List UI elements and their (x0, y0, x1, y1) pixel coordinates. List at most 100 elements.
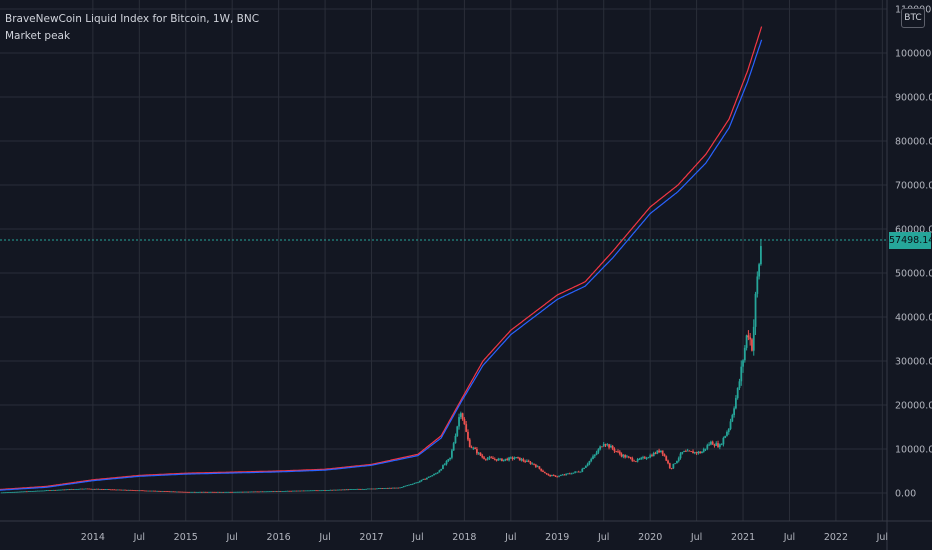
candle-body (465, 424, 468, 432)
price-axis[interactable]: 0.00 10000.00 20000.00 30000.00 40000.00 5000… (886, 0, 932, 550)
candle-body (479, 452, 482, 456)
candle-body (363, 489, 366, 490)
candle-body (115, 489, 117, 491)
candle-body (613, 448, 616, 452)
candle-body (81, 488, 84, 490)
time-axis[interactable]: 2014 Jul 2015 Jul 2016 Jul 2017 Jul 2018 Jul 2019 J… (0, 520, 932, 543)
candle-body (554, 475, 557, 477)
x-tick-label: 2018 (452, 532, 476, 543)
candle-body (374, 488, 376, 490)
candle-body (686, 450, 689, 452)
candle-body (526, 460, 528, 462)
candle-body (497, 458, 500, 461)
candle-body (24, 491, 26, 493)
candle-body (697, 451, 700, 454)
candle-body (147, 490, 150, 492)
candle-body (708, 444, 710, 446)
candle-body (747, 335, 750, 338)
candle-body (163, 491, 166, 492)
candle-body (302, 490, 305, 492)
candle-body (52, 489, 55, 491)
candle-body (384, 487, 387, 489)
candle-body (754, 293, 757, 327)
candle-body (318, 490, 321, 492)
candle-body (611, 445, 614, 449)
candle-body (572, 472, 575, 474)
candle-body (338, 489, 341, 491)
candle-body (597, 449, 600, 453)
candle-body (499, 458, 502, 460)
candle-body (504, 458, 507, 460)
candle-body (417, 482, 419, 484)
candle-body (393, 487, 396, 489)
candle-body (515, 457, 518, 459)
candle-body (440, 469, 443, 471)
candle-body (116, 489, 119, 491)
candle-body (540, 468, 543, 471)
symbol-badge[interactable]: BTC (901, 8, 925, 28)
candle-body (433, 473, 435, 476)
candle-body (33, 490, 35, 492)
candle-body (615, 451, 618, 452)
candle-body (41, 490, 44, 492)
candle-body (640, 457, 643, 459)
candle-body (261, 491, 264, 493)
candle-body (752, 326, 755, 351)
candle-body (306, 490, 309, 492)
candle-body (704, 448, 707, 450)
candle-body (215, 491, 218, 493)
candle-body (559, 475, 562, 477)
candle-body (63, 489, 66, 491)
candle-body (442, 465, 444, 470)
candle-body (375, 488, 378, 490)
candle-body (225, 491, 228, 493)
candle-body (56, 489, 59, 491)
candle-body (438, 470, 441, 473)
candle-body (411, 483, 414, 485)
candle-body (356, 488, 359, 490)
candle-body (576, 471, 578, 473)
candle-body (233, 491, 235, 493)
candle-body (658, 450, 660, 453)
x-tick-label: 2020 (638, 532, 662, 543)
grid-layer (0, 0, 887, 521)
candle-body (224, 491, 226, 493)
candle-body (743, 347, 746, 361)
candle-body (8, 492, 10, 493)
candle-body (333, 489, 335, 491)
candle-body (300, 490, 303, 492)
candle-body (606, 444, 609, 446)
candle-body (511, 457, 514, 459)
candle-body (565, 473, 568, 475)
indicator-title[interactable]: Market peak (5, 30, 71, 42)
candle-body (122, 489, 125, 491)
candle-body (397, 487, 400, 489)
candle-body (229, 491, 232, 493)
candle-body (367, 488, 369, 490)
candle-body (368, 488, 371, 490)
candle-body (620, 453, 623, 457)
candle-body (634, 461, 637, 463)
candle-body (561, 474, 564, 476)
candle-body (443, 464, 446, 466)
symbol-title[interactable]: BraveNewCoin Liquid Index for Bitcoin, 1… (5, 13, 260, 25)
candle-body (551, 475, 553, 477)
candle-body (759, 246, 762, 265)
candle-body (588, 461, 591, 464)
candle-body (468, 439, 471, 448)
candle-body (626, 456, 628, 458)
candle-body (463, 419, 466, 425)
candle-body (679, 453, 682, 459)
candle-body (429, 476, 432, 478)
candle-body (102, 489, 105, 490)
candle-body (202, 491, 205, 493)
candle-body (742, 360, 744, 367)
candle-body (449, 457, 452, 460)
candle-body (481, 455, 484, 458)
candle-body (9, 492, 12, 493)
candle-body (208, 491, 210, 493)
candle-body (715, 443, 718, 446)
candle-body (34, 490, 37, 492)
